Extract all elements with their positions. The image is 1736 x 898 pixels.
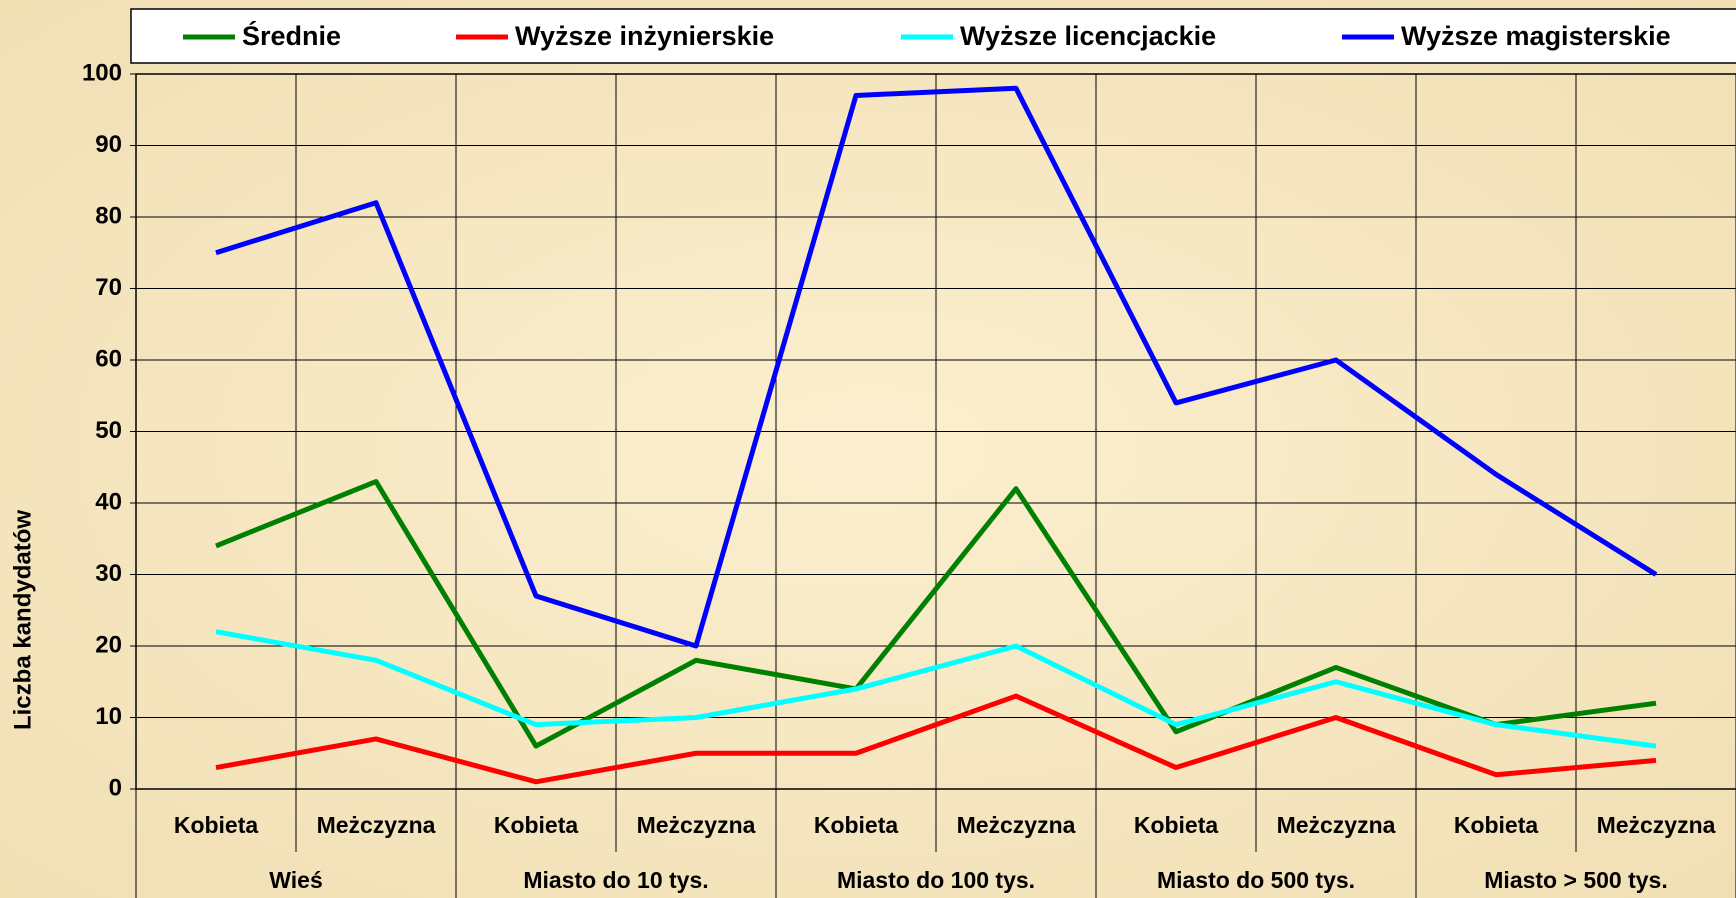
group-label: Miasto do 100 tys. [837,867,1035,893]
y-axis-label: Liczba kandydatów [9,510,36,730]
legend-label: Wyższe magisterskie [1401,21,1671,51]
y-tick-label: 30 [95,560,122,587]
y-tick-label: 80 [95,202,122,229]
x-tick-label: Kobieta [1454,812,1539,838]
x-tick-label: Kobieta [814,812,899,838]
y-tick-label: 100 [82,59,122,86]
y-tick-label: 0 [109,774,122,801]
x-tick-label: Meżczyzna [957,812,1076,838]
legend-label: Wyższe inżynierskie [515,21,774,51]
y-tick-label: 40 [95,488,122,515]
legend-label: Wyższe licencjackie [960,21,1216,51]
x-tick-label: Kobieta [494,812,579,838]
y-tick-label: 70 [95,274,122,301]
x-tick-label: Meżczyzna [1277,812,1396,838]
y-tick-label: 20 [95,631,122,658]
series-line [215,479,1657,749]
series-line [215,85,1658,649]
series-line [215,693,1657,785]
x-tick-label: Meżczyzna [1597,812,1716,838]
y-tick-label: 90 [95,131,122,158]
group-label: Wieś [269,867,322,893]
group-label: Miasto do 500 tys. [1157,867,1355,893]
x-tick-label: Kobieta [1134,812,1219,838]
y-tick-label: 10 [95,703,122,730]
x-tick-label: Meżczyzna [637,812,756,838]
series-line [215,629,1657,749]
x-tick-label: Kobieta [174,812,259,838]
y-tick-label: 60 [95,345,122,372]
legend-label: Średnie [242,20,341,51]
y-tick-label: 50 [95,417,122,444]
group-label: Miasto > 500 tys. [1484,867,1667,893]
group-label: Miasto do 10 tys. [523,867,708,893]
x-tick-label: Meżczyzna [317,812,436,838]
